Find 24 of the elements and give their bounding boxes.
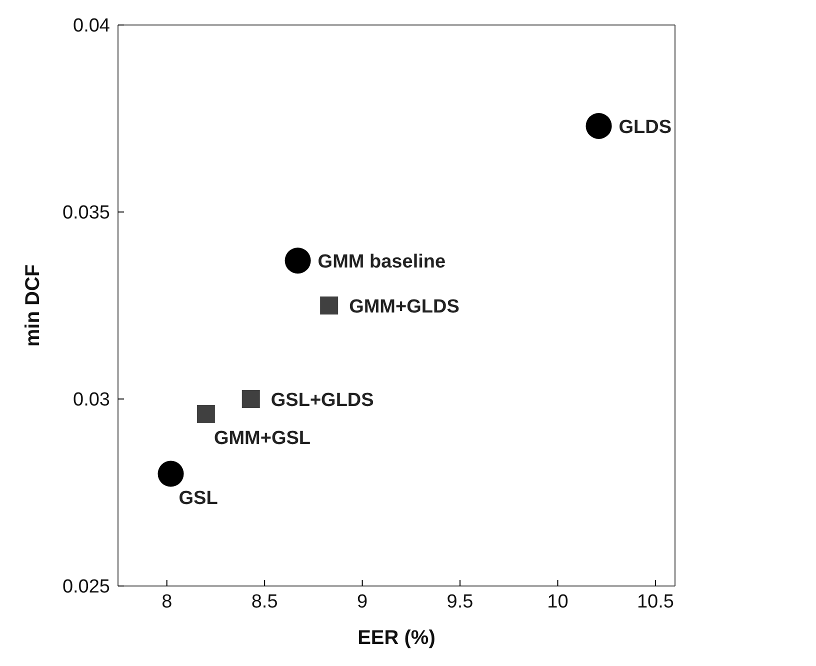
x-tick-label: 9.5 (446, 591, 474, 612)
point (242, 390, 260, 408)
y-tick-label: 0.03 (73, 390, 110, 411)
point (196, 404, 215, 423)
x-tick-label: 8.5 (251, 591, 278, 612)
data-label: GLDS (618, 116, 672, 138)
x-tick-label: 9 (357, 591, 368, 612)
point (284, 248, 311, 274)
x-tick-label: 8 (162, 591, 172, 612)
point (158, 460, 184, 487)
data-label: GSL+GLDS (270, 390, 374, 411)
y-tick-label: 0.04 (73, 16, 110, 37)
x-tick-label: 10.5 (636, 591, 674, 612)
x-axis-title: EER (%) (358, 627, 436, 649)
data-label: GMM+GLDS (349, 296, 460, 318)
y-tick-label: 0.025 (62, 576, 110, 598)
data-label: GSL (178, 488, 218, 509)
y-tick-label: 0.035 (62, 202, 110, 224)
x-tick-label: 10 (547, 591, 568, 612)
point (320, 296, 338, 314)
data-label: GMM baseline (318, 252, 446, 273)
data-label: GMM+GSL (214, 428, 311, 449)
point (586, 112, 612, 139)
y-axis-title: min DCF (22, 264, 44, 347)
